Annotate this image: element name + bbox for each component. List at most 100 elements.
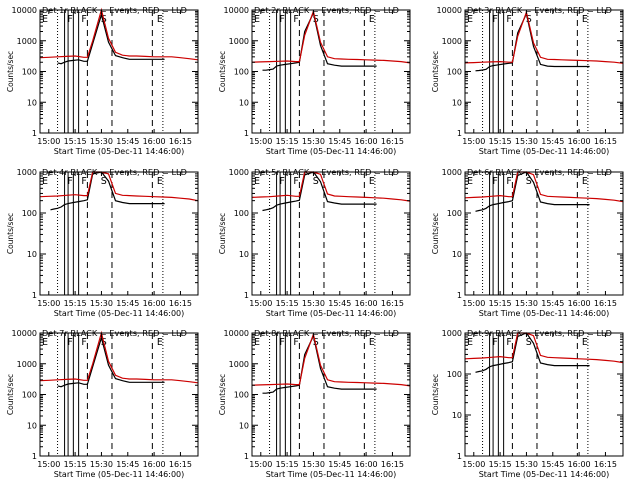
y-tick-label: 10000 — [224, 6, 249, 15]
y-axis-label: Counts/sec — [218, 374, 227, 415]
x-axis-label: Start Time (05-Dec-11 14:46:00) — [479, 309, 610, 318]
y-tick-label: 10 — [452, 98, 462, 107]
y-tick-label: 1 — [457, 291, 462, 300]
event-marker-label: F — [279, 14, 284, 25]
event-marker-label: S — [526, 176, 532, 187]
x-tick-label: 16:00 — [143, 460, 166, 469]
y-tick-label: 10 — [239, 250, 249, 259]
event-marker-label: S — [526, 337, 532, 348]
event-marker-label: E — [467, 337, 473, 348]
y-tick-label: 10000 — [12, 6, 37, 15]
y-tick-label: 100 — [22, 209, 37, 218]
y-axis-label: Counts/sec — [218, 213, 227, 254]
event-marker-label: F — [506, 176, 511, 187]
x-axis-label: Start Time (05-Dec-11 14:46:00) — [479, 147, 610, 156]
plot-frame — [464, 9, 624, 134]
event-marker-label: S — [526, 14, 532, 25]
lld-series-line — [251, 9, 411, 64]
y-tick-label: 1000 — [17, 360, 37, 369]
y-tick-label: 100 — [234, 209, 249, 218]
x-tick-label: 15:45 — [116, 299, 139, 308]
x-tick-label: 15:30 — [302, 460, 325, 469]
x-axis-label: Start Time (05-Dec-11 14:46:00) — [266, 470, 397, 479]
events-series-line — [475, 332, 590, 373]
y-axis-label: Counts/sec — [218, 51, 227, 92]
x-tick-label: 15:30 — [515, 137, 538, 146]
event-marker-label: E — [42, 176, 48, 187]
lld-series-line — [39, 171, 199, 202]
x-tick-label: 16:15 — [594, 137, 617, 146]
event-marker-label: F — [67, 337, 72, 348]
y-tick-label: 10000 — [437, 6, 462, 15]
event-marker-label: E — [42, 14, 48, 25]
x-tick-label: 15:00 — [462, 137, 485, 146]
events-series-line — [57, 12, 165, 65]
event-marker-label: E — [582, 14, 588, 25]
y-tick-label: 10 — [27, 250, 37, 259]
x-tick-label: 15:30 — [90, 299, 113, 308]
plot-frame — [251, 9, 411, 134]
y-tick-label: 10 — [452, 411, 462, 420]
y-tick-label: 1000 — [17, 168, 37, 177]
x-tick-label: 15:00 — [462, 460, 485, 469]
event-marker-label: F — [279, 176, 284, 187]
y-tick-label: 10 — [239, 421, 249, 430]
event-marker-label: F — [81, 14, 86, 25]
y-tick-label: 1000 — [442, 37, 462, 46]
event-marker-label: E — [467, 176, 473, 187]
x-tick-label: 15:15 — [276, 299, 299, 308]
y-tick-label: 10000 — [12, 329, 37, 338]
plot-frame — [464, 332, 624, 457]
event-marker-label: E — [254, 14, 260, 25]
y-tick-label: 1000 — [442, 168, 462, 177]
x-tick-label: 15:15 — [64, 460, 87, 469]
x-tick-label: 16:15 — [169, 460, 192, 469]
y-axis-label: Counts/sec — [6, 374, 15, 415]
x-tick-label: 16:00 — [355, 299, 378, 308]
event-marker-label: F — [81, 337, 86, 348]
x-tick-label: 15:30 — [90, 460, 113, 469]
x-tick-label: 15:45 — [328, 137, 351, 146]
y-tick-label: 10 — [452, 250, 462, 259]
event-marker-label: F — [67, 14, 72, 25]
x-axis-label: Start Time (05-Dec-11 14:46:00) — [54, 309, 185, 318]
x-axis-label: Start Time (05-Dec-11 14:46:00) — [266, 309, 397, 318]
event-marker-label: E — [369, 176, 375, 187]
events-series-line — [262, 171, 377, 212]
x-tick-label: 15:45 — [116, 460, 139, 469]
x-tick-label: 16:00 — [355, 137, 378, 146]
event-marker-label: S — [313, 176, 319, 187]
event-marker-label: F — [293, 337, 298, 348]
event-marker-label: F — [67, 176, 72, 187]
y-tick-label: 1000 — [17, 37, 37, 46]
x-tick-label: 16:15 — [381, 137, 404, 146]
event-marker-label: F — [492, 337, 497, 348]
x-tick-label: 16:00 — [355, 460, 378, 469]
y-tick-label: 100 — [22, 391, 37, 400]
x-tick-label: 15:15 — [489, 137, 512, 146]
plot-frame — [251, 171, 411, 296]
x-tick-label: 16:15 — [594, 299, 617, 308]
x-tick-label: 15:00 — [37, 460, 60, 469]
x-tick-label: 15:30 — [515, 299, 538, 308]
y-tick-label: 100 — [234, 68, 249, 77]
x-tick-label: 15:30 — [302, 299, 325, 308]
y-axis-label: Counts/sec — [431, 51, 440, 92]
y-tick-label: 1 — [244, 452, 249, 461]
y-tick-label: 1 — [32, 129, 37, 138]
events-series-line — [475, 171, 590, 212]
x-tick-label: 15:00 — [37, 137, 60, 146]
events-series-line — [262, 334, 377, 394]
y-tick-label: 10 — [239, 98, 249, 107]
x-tick-label: 16:00 — [568, 137, 591, 146]
y-tick-label: 1000 — [229, 168, 249, 177]
x-tick-label: 15:45 — [328, 299, 351, 308]
x-tick-label: 16:15 — [594, 460, 617, 469]
x-tick-label: 15:45 — [116, 137, 139, 146]
event-marker-label: E — [157, 337, 163, 348]
